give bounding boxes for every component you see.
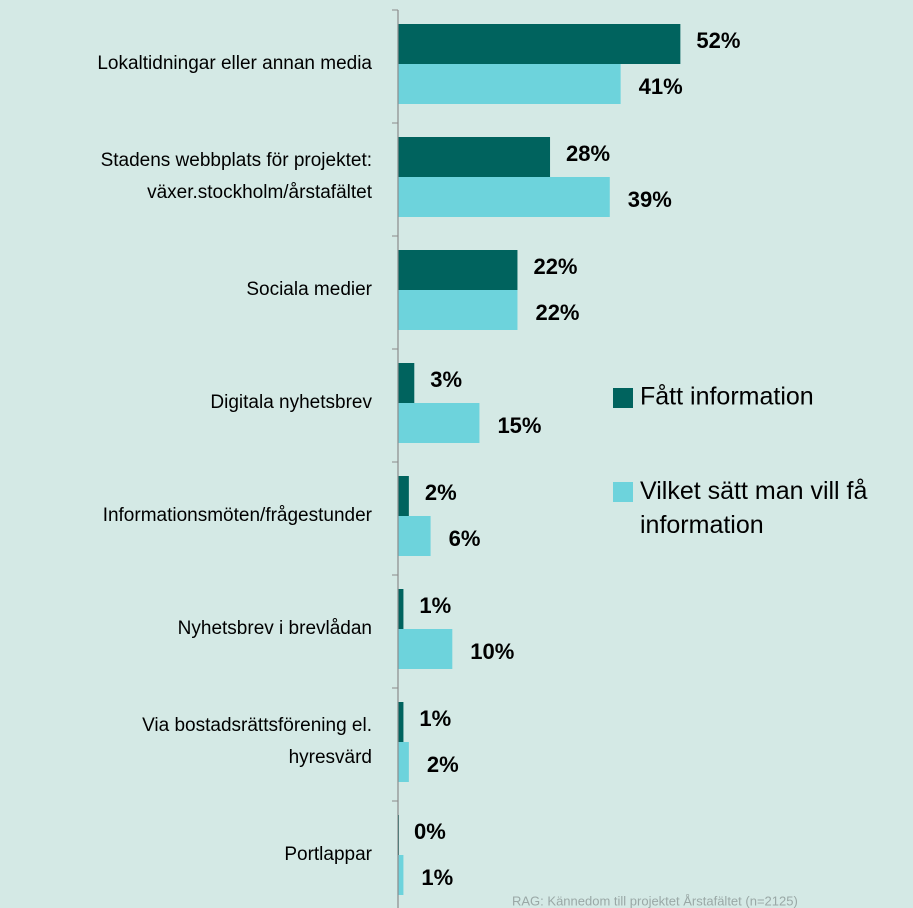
source-note: RAG: Kännedom till projektet Årstafältet… bbox=[512, 893, 798, 908]
bar bbox=[398, 363, 415, 403]
data-label: 52% bbox=[696, 28, 740, 53]
bar bbox=[398, 855, 404, 895]
bar bbox=[398, 24, 681, 64]
data-label: 1% bbox=[421, 865, 453, 890]
data-label: 1% bbox=[419, 706, 451, 731]
legend-swatch bbox=[613, 388, 633, 408]
bar bbox=[398, 403, 480, 443]
y-tick-label: Via bostadsrättsförening el. hyresvärd bbox=[142, 715, 372, 768]
bar bbox=[398, 516, 431, 556]
data-label: 10% bbox=[470, 639, 514, 664]
y-tick-label: Sociala medier bbox=[246, 279, 372, 300]
y-tick-label: Digitala nyhetsbrev bbox=[210, 392, 372, 413]
bar bbox=[398, 250, 518, 290]
y-tick-label: Informationsmöten/frågestunder bbox=[103, 505, 373, 526]
legend-label: Vilket sätt man vill få information bbox=[640, 477, 868, 539]
data-label: 15% bbox=[497, 413, 541, 438]
data-label: 41% bbox=[639, 74, 683, 99]
data-label: 22% bbox=[533, 254, 577, 279]
bar bbox=[398, 589, 404, 629]
data-label: 2% bbox=[427, 752, 459, 777]
data-label: 39% bbox=[628, 187, 672, 212]
y-tick-label: Stadens webbplats för projektet: växer.st… bbox=[101, 150, 373, 203]
data-label: 28% bbox=[566, 141, 610, 166]
bar bbox=[398, 476, 409, 516]
bar bbox=[398, 629, 453, 669]
y-tick-label: Portlappar bbox=[284, 844, 372, 865]
legend-swatch bbox=[613, 482, 633, 502]
bar bbox=[398, 742, 409, 782]
data-label: 6% bbox=[449, 526, 481, 551]
bar bbox=[398, 290, 518, 330]
data-label: 3% bbox=[430, 367, 462, 392]
data-label: 1% bbox=[419, 593, 451, 618]
bar bbox=[398, 177, 610, 217]
bar bbox=[398, 64, 621, 104]
data-label: 2% bbox=[425, 480, 457, 505]
data-label: 0% bbox=[414, 819, 446, 844]
y-tick-label: Lokaltidningar eller annan media bbox=[97, 53, 372, 74]
data-label: 22% bbox=[535, 300, 579, 325]
bar bbox=[398, 137, 551, 177]
bar bbox=[398, 702, 404, 742]
y-tick-label: Nyhetsbrev i brevlådan bbox=[178, 618, 372, 639]
legend-label: Fått information bbox=[640, 383, 814, 411]
